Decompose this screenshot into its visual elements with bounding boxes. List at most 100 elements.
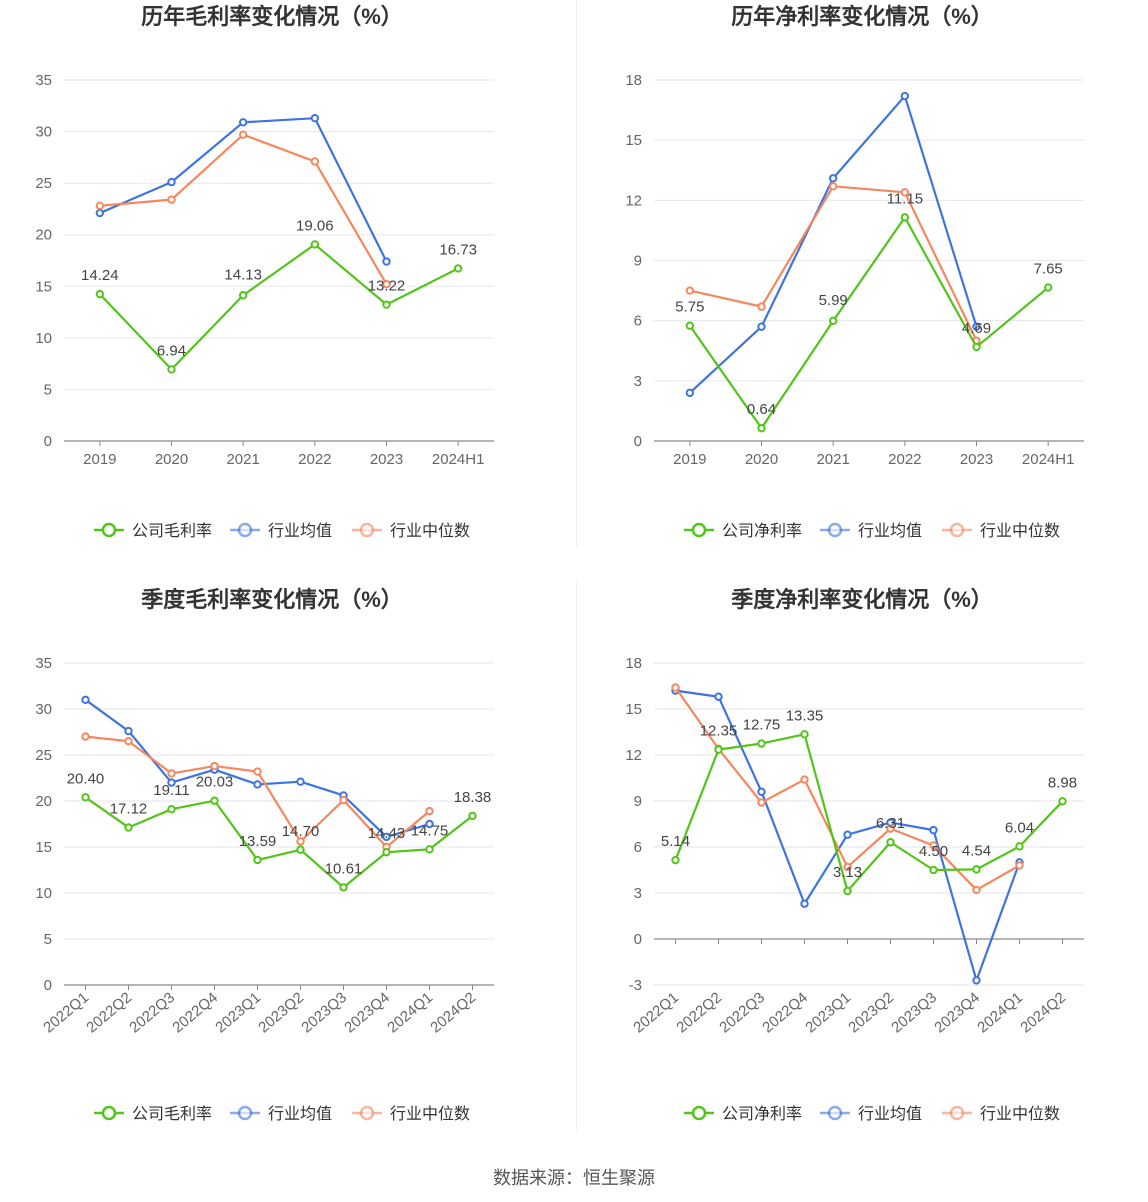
legend-item-industry_median: 行业中位数 bbox=[942, 1105, 1060, 1123]
data-point-industry_median bbox=[310, 157, 320, 166]
data-point-industry_median bbox=[81, 732, 90, 741]
x-tick-label: 2023Q4 bbox=[341, 989, 393, 1036]
data-point-industry_avg bbox=[382, 257, 391, 266]
y-tick-label: 15 bbox=[35, 839, 52, 856]
legend-item-industry_median: 行业中位数 bbox=[352, 522, 470, 540]
data-label: 13.59 bbox=[239, 833, 277, 850]
x-tick-label: 2023Q3 bbox=[888, 989, 940, 1036]
data-point-company bbox=[253, 855, 262, 865]
data-point-industry_avg bbox=[167, 177, 176, 187]
data-label: 5.14 bbox=[661, 833, 690, 850]
legend-label: 行业中位数 bbox=[980, 1105, 1060, 1123]
data-label: 10.61 bbox=[325, 860, 363, 877]
x-tick-label: 2023Q2 bbox=[255, 989, 307, 1036]
data-point-industry_median bbox=[757, 302, 766, 311]
x-tick-label: 2024Q1 bbox=[384, 989, 436, 1036]
data-point-industry_median bbox=[210, 761, 219, 771]
chart-title: 历年净利率变化情况（%） bbox=[731, 4, 993, 29]
legend-item-company: 公司毛利率 bbox=[94, 522, 212, 540]
panel-divider-bottom bbox=[576, 582, 577, 1130]
x-tick-label: 2022Q1 bbox=[40, 989, 92, 1036]
chart-title: 季度净利率变化情况（%） bbox=[731, 587, 993, 612]
y-tick-label: 10 bbox=[35, 885, 52, 902]
data-point-company bbox=[296, 845, 305, 854]
data-point-industry_avg bbox=[757, 787, 766, 797]
legend-label: 公司毛利率 bbox=[132, 1105, 212, 1123]
data-label: 20.40 bbox=[67, 770, 105, 787]
y-tick-label: 25 bbox=[35, 175, 52, 192]
data-point-industry_median bbox=[95, 201, 105, 211]
chart-svg: 季度毛利率变化情况（%）051015202530352022Q12022Q220… bbox=[35, 587, 494, 1123]
data-label: 18.38 bbox=[454, 789, 492, 806]
legend-marker bbox=[949, 1105, 965, 1121]
x-tick-label: 2024Q1 bbox=[974, 989, 1026, 1036]
y-tick-label: 15 bbox=[625, 132, 642, 149]
data-point-company bbox=[210, 796, 219, 805]
data-label: 0.64 bbox=[747, 401, 776, 418]
data-point-industry_avg bbox=[425, 819, 434, 829]
legend-item-company: 公司净利率 bbox=[684, 1105, 802, 1123]
legend-marker bbox=[691, 1105, 707, 1121]
x-tick-label: 2024H1 bbox=[1022, 451, 1075, 468]
data-point-company bbox=[886, 838, 895, 847]
legend-item-industry_median: 行业中位数 bbox=[942, 522, 1060, 540]
data-point-industry_avg bbox=[843, 830, 852, 839]
data-point-industry_avg bbox=[95, 208, 105, 218]
data-label: 8.98 bbox=[1048, 774, 1077, 791]
y-tick-label: 20 bbox=[35, 793, 52, 810]
data-label: 14.13 bbox=[224, 266, 262, 283]
series-line-company bbox=[674, 733, 1064, 893]
legend-marker bbox=[237, 1105, 253, 1121]
x-tick-label: 2023Q1 bbox=[212, 989, 264, 1036]
data-label: 14.70 bbox=[282, 823, 320, 840]
data-point-industry_median bbox=[167, 195, 176, 204]
x-tick-label: 2024H1 bbox=[432, 451, 485, 468]
data-point-industry_median bbox=[900, 188, 910, 197]
x-tick-label: 2023Q2 bbox=[845, 989, 897, 1036]
data-point-company bbox=[714, 745, 723, 754]
data-point-industry_median bbox=[828, 182, 838, 191]
data-point-company bbox=[425, 845, 434, 854]
data-point-industry_median bbox=[929, 841, 938, 850]
data-point-industry_avg bbox=[310, 113, 320, 123]
x-tick-label: 2024Q2 bbox=[1017, 989, 1069, 1036]
data-point-company bbox=[124, 823, 133, 832]
x-tick-label: 2021 bbox=[816, 451, 849, 468]
data-label: 14.75 bbox=[411, 822, 449, 839]
data-label: 7.65 bbox=[1034, 261, 1063, 278]
y-tick-label: 25 bbox=[35, 747, 52, 764]
data-label: 6.04 bbox=[1005, 819, 1034, 836]
y-tick-label: 18 bbox=[625, 655, 642, 672]
data-point-company bbox=[828, 316, 838, 326]
data-point-industry_median bbox=[972, 885, 981, 895]
legend-marker bbox=[359, 522, 375, 538]
data-point-industry_avg bbox=[296, 777, 305, 786]
data-point-industry_median bbox=[671, 683, 680, 692]
series-line-company bbox=[688, 216, 1049, 430]
data-point-company bbox=[929, 865, 938, 875]
data-label: 13.35 bbox=[786, 707, 824, 724]
data-point-industry_median bbox=[238, 130, 248, 139]
y-tick-label: 20 bbox=[35, 227, 52, 244]
series-line-industry_avg bbox=[99, 117, 388, 263]
data-point-company bbox=[310, 240, 320, 249]
data-label: 16.73 bbox=[439, 241, 477, 258]
legend-item-company: 公司毛利率 bbox=[94, 1105, 212, 1123]
x-tick-label: 2021 bbox=[226, 451, 259, 468]
y-tick-label: 3 bbox=[634, 373, 642, 390]
legend-label: 行业中位数 bbox=[390, 1105, 470, 1123]
x-tick-label: 2022Q4 bbox=[169, 989, 221, 1036]
panel-divider-top bbox=[576, 0, 577, 548]
data-point-company bbox=[167, 804, 176, 814]
data-point-company bbox=[339, 883, 348, 892]
data-label: 14.24 bbox=[81, 267, 119, 284]
legend-label: 行业均值 bbox=[268, 1105, 332, 1123]
y-tick-label: 9 bbox=[634, 253, 642, 270]
data-point-company bbox=[453, 264, 463, 273]
data-point-company bbox=[900, 213, 910, 222]
y-tick-label: 15 bbox=[35, 278, 52, 295]
x-tick-label: 2022Q2 bbox=[673, 989, 725, 1036]
y-tick-label: 30 bbox=[35, 124, 52, 141]
x-tick-label: 2023Q3 bbox=[298, 989, 350, 1036]
data-label: 13.22 bbox=[368, 278, 406, 295]
